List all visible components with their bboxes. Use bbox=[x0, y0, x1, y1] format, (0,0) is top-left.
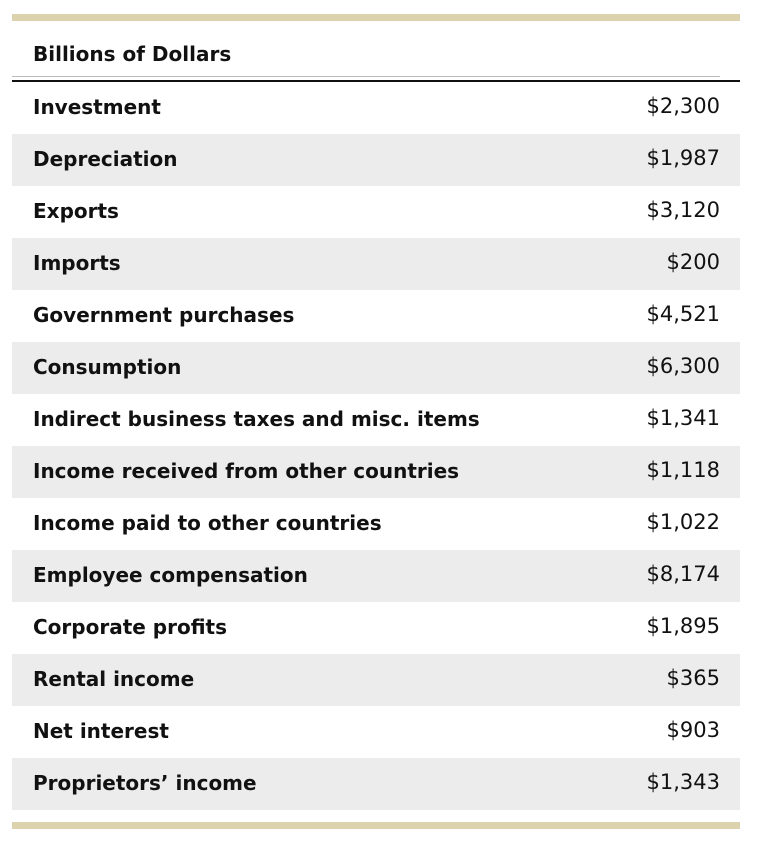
row-value: $200 bbox=[666, 250, 720, 274]
table-row: Indirect business taxes and misc. items $… bbox=[12, 394, 740, 446]
row-label: Income received from other countries bbox=[33, 459, 460, 483]
row-label: Depreciation bbox=[33, 147, 178, 171]
header-rule bbox=[12, 80, 740, 82]
top-bar bbox=[12, 14, 740, 21]
row-value: $3,120 bbox=[646, 198, 720, 222]
row-value: $1,341 bbox=[646, 406, 720, 430]
row-value: $2,300 bbox=[646, 94, 720, 118]
table-row: Income received from other countries $1,1… bbox=[12, 446, 740, 498]
row-label: Investment bbox=[33, 95, 161, 119]
table-row: Income paid to other countries $1,022 bbox=[12, 498, 740, 550]
table-row: Investment $2,300 bbox=[12, 82, 740, 134]
row-label: Corporate profits bbox=[33, 615, 227, 639]
row-value: $8,174 bbox=[646, 562, 720, 586]
row-value: $1,343 bbox=[646, 770, 720, 794]
table-header: Billions of Dollars bbox=[12, 34, 720, 77]
row-label: Indirect business taxes and misc. items bbox=[33, 407, 480, 431]
row-label: Government purchases bbox=[33, 303, 295, 327]
row-value: $6,300 bbox=[646, 354, 720, 378]
row-value: $4,521 bbox=[646, 302, 720, 326]
table-row: Rental income $365 bbox=[12, 654, 740, 706]
table-row: Depreciation $1,987 bbox=[12, 134, 740, 186]
row-label: Imports bbox=[33, 251, 121, 275]
row-value: $903 bbox=[666, 718, 720, 742]
row-label: Employee compensation bbox=[33, 563, 308, 587]
row-label: Rental income bbox=[33, 667, 195, 691]
bottom-bar bbox=[12, 822, 740, 829]
table-row: Employee compensation $8,174 bbox=[12, 550, 740, 602]
table-row: Consumption $6,300 bbox=[12, 342, 740, 394]
row-label: Proprietors’ income bbox=[33, 771, 257, 795]
table-row: Net interest $903 bbox=[12, 706, 740, 758]
table-body: Investment $2,300 Depreciation $1,987 Export… bbox=[12, 82, 740, 810]
table-row: Proprietors’ income $1,343 bbox=[12, 758, 740, 810]
row-value: $1,118 bbox=[646, 458, 720, 482]
row-value: $1,895 bbox=[646, 614, 720, 638]
row-label: Income paid to other countries bbox=[33, 511, 382, 535]
table-row: Corporate profits $1,895 bbox=[12, 602, 740, 654]
row-value: $1,022 bbox=[646, 510, 720, 534]
row-value: $365 bbox=[666, 666, 720, 690]
table-row: Exports $3,120 bbox=[12, 186, 740, 238]
row-label: Exports bbox=[33, 199, 119, 223]
table-row: Government purchases $4,521 bbox=[12, 290, 740, 342]
row-label: Net interest bbox=[33, 719, 169, 743]
row-value: $1,987 bbox=[646, 146, 720, 170]
row-label: Consumption bbox=[33, 355, 182, 379]
table-row: Imports $200 bbox=[12, 238, 740, 290]
header-title: Billions of Dollars bbox=[33, 42, 232, 66]
